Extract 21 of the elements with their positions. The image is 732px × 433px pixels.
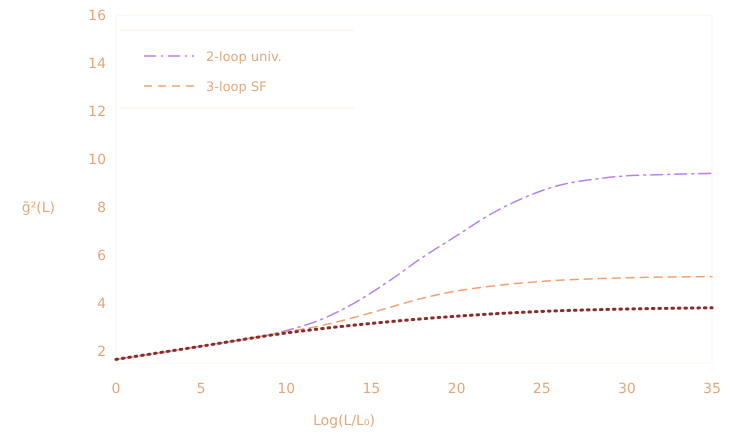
x-tick-label: 5: [196, 381, 206, 397]
legend-label: 2-loop univ.: [206, 50, 282, 65]
x-tick-label: 20: [448, 381, 466, 397]
x-tick-label: 10: [277, 381, 296, 397]
legend-label: 3-loop SF: [206, 80, 267, 95]
y-tick-label: 6: [97, 248, 106, 264]
x-tick-label: 30: [618, 381, 636, 397]
y-tick-label: 2: [97, 344, 106, 360]
x-tick-label: 35: [703, 381, 721, 397]
y-tick-label: 16: [88, 8, 106, 24]
y-tick-label: 14: [88, 56, 106, 72]
x-tick-label: 0: [112, 381, 120, 397]
y-tick-label: 8: [97, 200, 106, 216]
y-tick-label: 10: [88, 152, 106, 168]
line-series: [114, 306, 714, 361]
y-tick-label: 4: [97, 296, 106, 312]
x-tick-label: 25: [532, 381, 551, 397]
x-tick-label: 15: [362, 381, 380, 397]
x-axis-title: Log(L/L₀): [313, 413, 375, 429]
y-axis-title: g̃²(L): [22, 200, 55, 216]
y-tick-label: 12: [88, 104, 106, 120]
